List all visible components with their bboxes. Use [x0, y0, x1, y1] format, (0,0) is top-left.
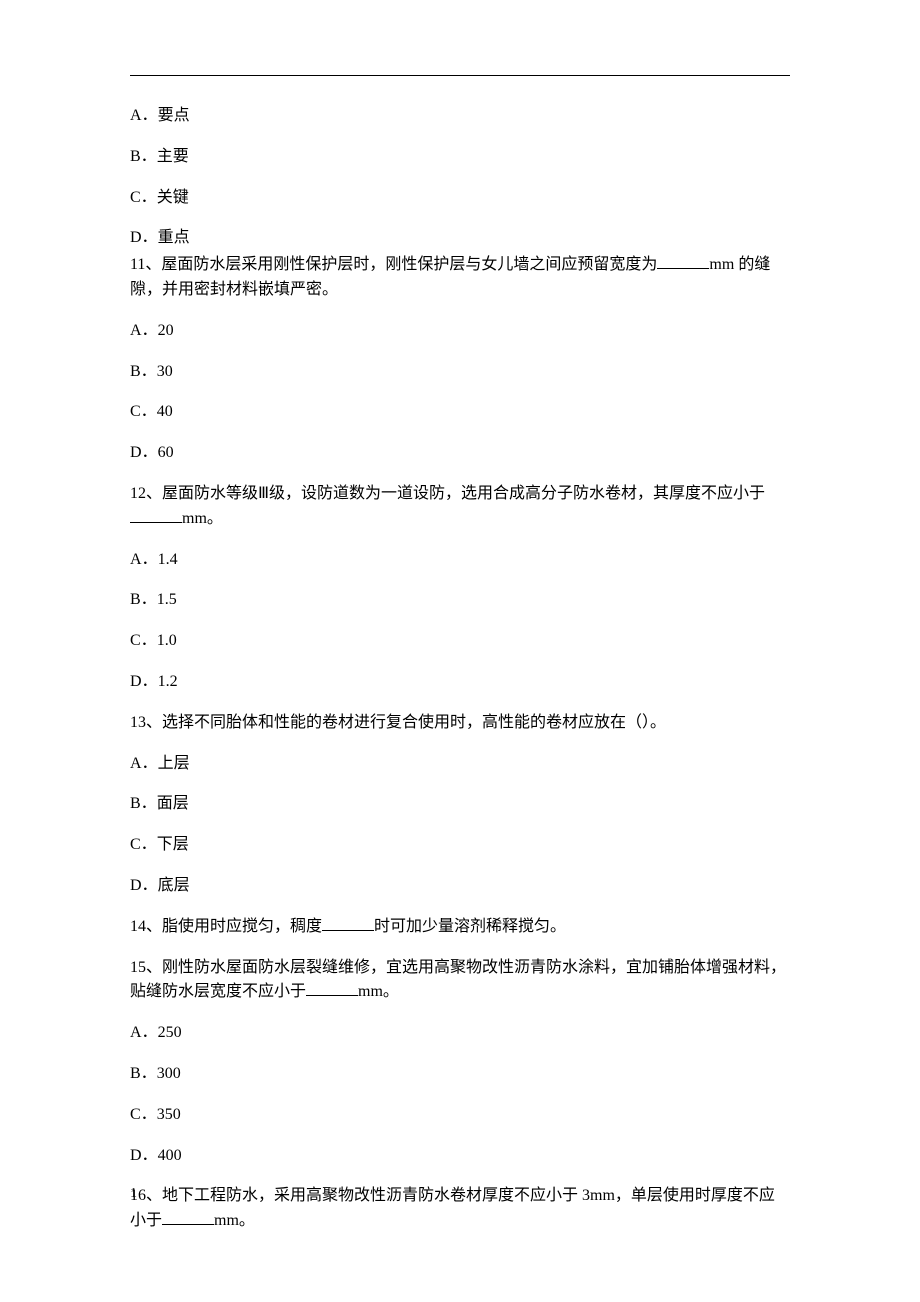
question-text-suffix: mm。 [358, 983, 399, 1000]
option-item: C．下层 [130, 833, 790, 858]
fill-blank [162, 1209, 214, 1225]
option-item: A．上层 [130, 752, 790, 777]
option-item: A．要点 [130, 104, 790, 129]
question-14: 14、脂使用时应搅匀，稠度 时可加少量溶剂稀释搅匀。 [130, 915, 790, 940]
option-text: 1.2 [158, 673, 178, 690]
option-item: A．20 [130, 319, 790, 344]
option-label: B． [130, 795, 157, 812]
option-label: B． [130, 363, 157, 380]
page-number: 1 [130, 1186, 137, 1202]
option-item: B．300 [130, 1062, 790, 1087]
option-text: 350 [157, 1106, 181, 1123]
question-text-suffix: 时可加少量溶剂稀释搅匀。 [374, 918, 566, 935]
option-item: A．1.4 [130, 548, 790, 573]
option-label: D． [130, 229, 158, 246]
question-text-prefix: 15、刚性防水屋面防水层裂缝维修，宜选用高聚物改性沥青防水涂料，宜加铺胎体增强材… [130, 959, 786, 1001]
option-text: 要点 [158, 107, 190, 124]
option-text: 300 [157, 1065, 181, 1082]
option-label: B． [130, 148, 157, 165]
option-text: 重点 [158, 229, 190, 246]
document-page: A．要点 B．主要 C．关键 D．重点 11、屋面防水层采用刚性保护层时，刚性保… [0, 0, 920, 1302]
option-text: 1.5 [157, 591, 177, 608]
option-text: 1.0 [157, 632, 177, 649]
option-text: 1.4 [158, 551, 178, 568]
question-text-suffix: mm。 [182, 510, 223, 527]
option-text: 底层 [158, 877, 190, 894]
option-text: 上层 [158, 755, 190, 772]
option-text: 40 [157, 403, 173, 420]
option-text: 关键 [157, 189, 189, 206]
option-item: D．400 [130, 1144, 790, 1169]
option-item: D．1.2 [130, 670, 790, 695]
option-label: D． [130, 877, 158, 894]
question-16: 16、地下工程防水，采用高聚物改性沥青防水卷材厚度不应小于 3mm，单层使用时厚… [130, 1184, 790, 1234]
option-label: D． [130, 1147, 158, 1164]
option-text: 下层 [157, 836, 189, 853]
question-15: 15、刚性防水屋面防水层裂缝维修，宜选用高聚物改性沥青防水涂料，宜加铺胎体增强材… [130, 956, 790, 1006]
option-item: D．重点 [130, 226, 790, 251]
option-item: B．主要 [130, 145, 790, 170]
fill-blank [322, 915, 374, 931]
option-label: C． [130, 189, 157, 206]
question-text-prefix: 11、屋面防水层采用刚性保护层时，刚性保护层与女儿墙之间应预留宽度为 [130, 256, 657, 273]
question-text-suffix: mm。 [214, 1212, 255, 1229]
option-text: 面层 [157, 795, 189, 812]
option-label: C． [130, 1106, 157, 1123]
content-body: A．要点 B．主要 C．关键 D．重点 11、屋面防水层采用刚性保护层时，刚性保… [130, 104, 790, 1234]
question-text-prefix: 12、屋面防水等级Ⅲ级，设防道数为一道设防，选用合成高分子防水卷材，其厚度不应小… [130, 485, 765, 502]
option-text: 主要 [157, 148, 189, 165]
option-label: B． [130, 591, 157, 608]
option-label: A． [130, 107, 158, 124]
fill-blank [130, 507, 182, 523]
option-item: C．1.0 [130, 629, 790, 654]
question-text: 13、选择不同胎体和性能的卷材进行复合使用时，高性能的卷材应放在（）。 [130, 714, 666, 731]
option-item: B．面层 [130, 792, 790, 817]
fill-blank [657, 253, 709, 269]
option-label: B． [130, 1065, 157, 1082]
option-label: A． [130, 322, 158, 339]
option-label: A． [130, 551, 158, 568]
option-item: B．30 [130, 360, 790, 385]
question-11: 11、屋面防水层采用刚性保护层时，刚性保护层与女儿墙之间应预留宽度为mm 的缝隙… [130, 253, 790, 303]
option-item: D．底层 [130, 874, 790, 899]
option-label: A． [130, 1024, 158, 1041]
option-text: 400 [158, 1147, 182, 1164]
option-item: C．350 [130, 1103, 790, 1128]
option-item: B．1.5 [130, 588, 790, 613]
option-label: C． [130, 836, 157, 853]
option-label: C． [130, 632, 157, 649]
option-item: A．250 [130, 1021, 790, 1046]
question-13: 13、选择不同胎体和性能的卷材进行复合使用时，高性能的卷材应放在（）。 [130, 711, 790, 736]
option-label: D． [130, 444, 158, 461]
option-item: C．40 [130, 400, 790, 425]
fill-blank [306, 980, 358, 996]
option-label: D． [130, 673, 158, 690]
option-text: 30 [157, 363, 173, 380]
option-label: A． [130, 755, 158, 772]
question-text-prefix: 14、脂使用时应搅匀，稠度 [130, 918, 322, 935]
option-text: 250 [158, 1024, 182, 1041]
option-text: 60 [158, 444, 174, 461]
option-item: D．60 [130, 441, 790, 466]
option-label: C． [130, 403, 157, 420]
top-rule [130, 75, 790, 76]
option-item: C．关键 [130, 186, 790, 211]
option-text: 20 [158, 322, 174, 339]
question-12: 12、屋面防水等级Ⅲ级，设防道数为一道设防，选用合成高分子防水卷材，其厚度不应小… [130, 482, 790, 532]
